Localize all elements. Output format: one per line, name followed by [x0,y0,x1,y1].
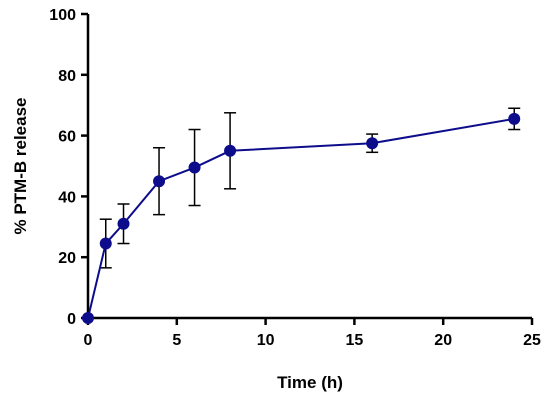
x-tick-label: 20 [434,332,452,349]
data-point [366,137,379,150]
data-point [99,237,112,250]
y-tick-label: 0 [67,311,76,328]
series [82,112,521,324]
series-line [87,117,515,319]
y-tick-label: 80 [58,68,76,85]
data-point [117,217,130,230]
data-point [82,312,94,324]
y-tick-label: 100 [49,7,76,24]
y-tick-label: 40 [58,189,76,206]
data-point [188,161,201,174]
data-point [224,144,237,157]
x-tick-label: 0 [84,332,93,349]
axes [86,14,532,320]
data-point [508,112,521,125]
y-axis-title: % PTM-B release [11,98,30,235]
data-point [153,175,166,188]
ticks: 0 20 40 60 80 100 0 5 10 15 20 25 [49,7,541,349]
x-tick-label: 25 [523,332,541,349]
error-bars [99,107,521,269]
x-tick-label: 10 [257,332,275,349]
x-tick-label: 5 [172,332,181,349]
y-tick-label: 20 [58,250,76,267]
x-axis-title: Time (h) [277,373,343,392]
x-tick-label: 15 [346,332,364,349]
y-tick-label: 60 [58,129,76,146]
